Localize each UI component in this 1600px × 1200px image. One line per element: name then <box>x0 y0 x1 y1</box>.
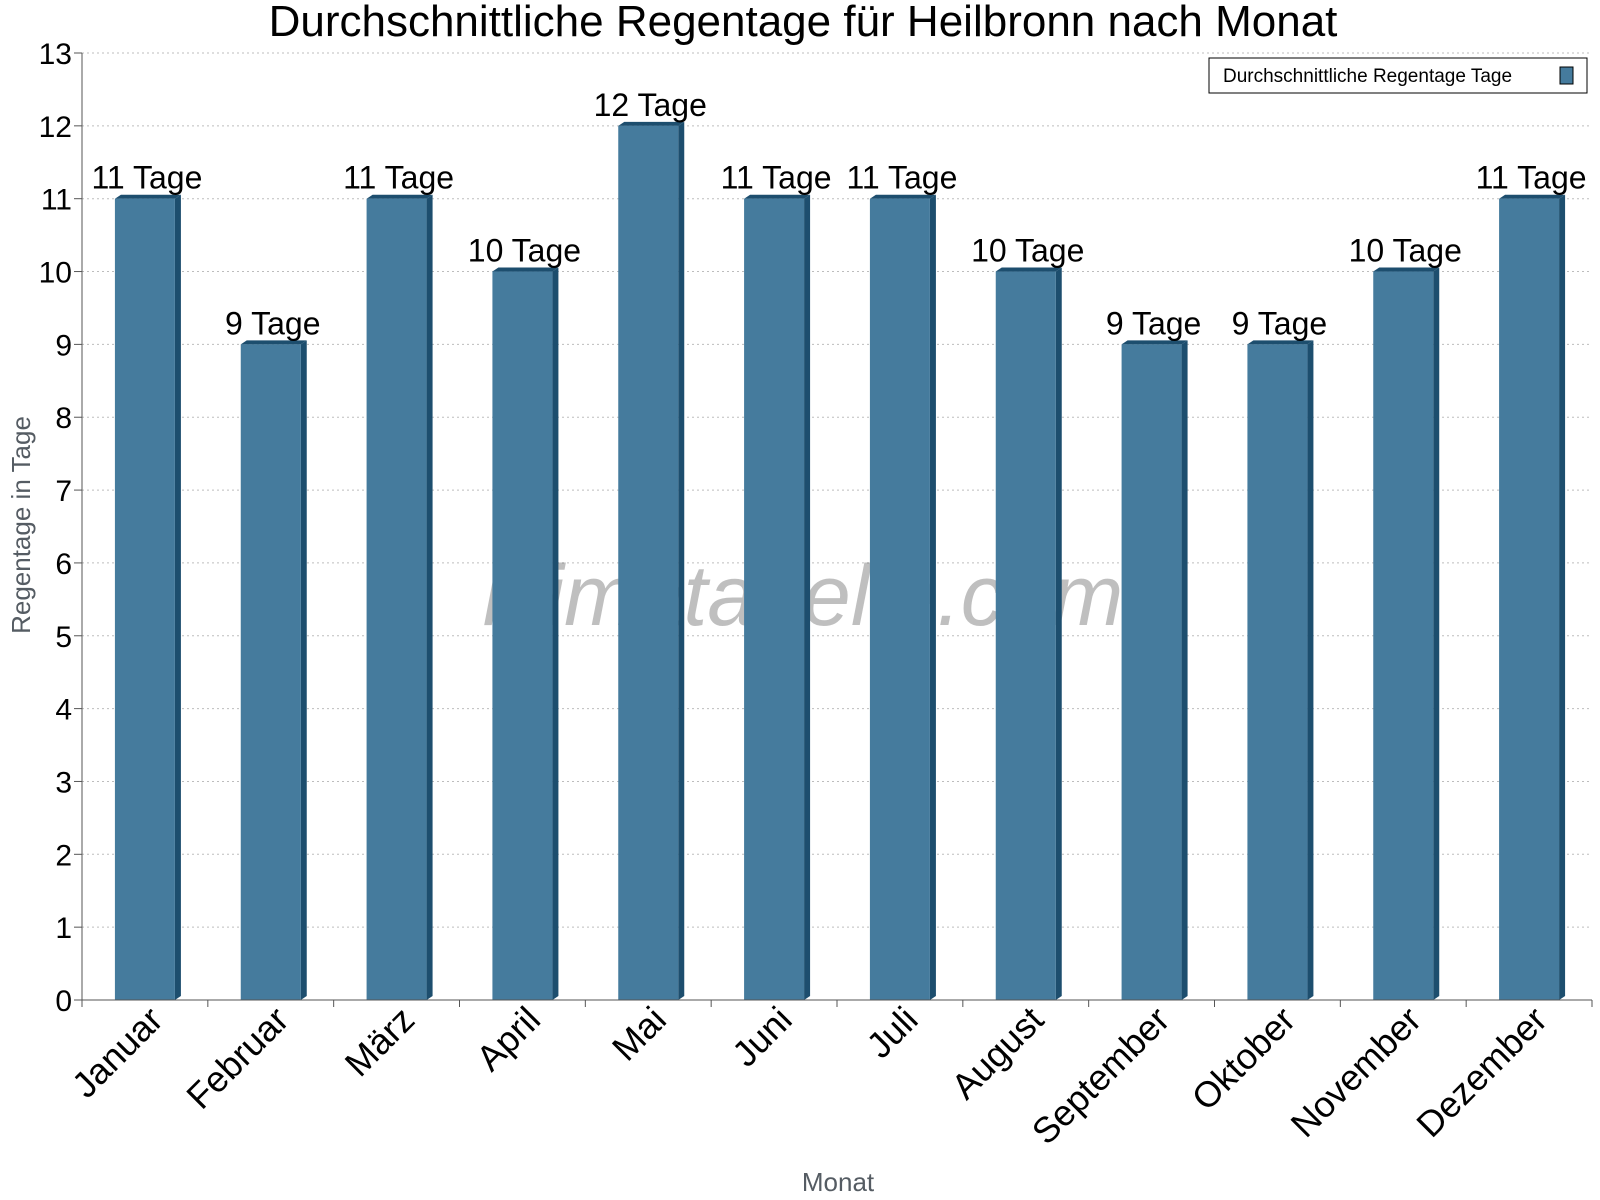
bar <box>114 198 175 1000</box>
grid-lines <box>82 52 1592 928</box>
data-label: 10 Tage <box>468 233 581 269</box>
bar-side <box>929 194 936 1000</box>
legend: Durchschnittliche Regentage Tage <box>1208 57 1588 94</box>
bar-side <box>678 121 685 1001</box>
data-label: 11 Tage <box>1476 160 1587 196</box>
bar-top <box>1247 340 1314 345</box>
x-tick-label: September <box>1024 999 1178 1153</box>
data-label: 9 Tage <box>1232 305 1328 341</box>
bar <box>1247 344 1308 1000</box>
data-label: 9 Tage <box>1106 305 1202 341</box>
y-tick-label: 9 <box>55 329 72 362</box>
bar-side <box>1559 194 1566 1000</box>
data-label: 11 Tage <box>721 160 832 196</box>
bar <box>744 198 805 1000</box>
bar <box>240 344 301 1000</box>
x-tick-label: Juni <box>724 999 800 1075</box>
x-tick-label: Oktober <box>1184 999 1304 1119</box>
y-tick-label: 8 <box>55 402 72 435</box>
legend-swatch <box>1559 66 1574 85</box>
data-label: 11 Tage <box>846 160 957 196</box>
bar-top <box>618 121 685 126</box>
x-tick-labels: Januar Februar März April Mai Juni Juli AugustS… <box>64 999 1555 1153</box>
bar-top <box>492 267 559 272</box>
data-label: 10 Tage <box>971 233 1084 269</box>
y-tick-label: 11 <box>41 184 72 217</box>
y-tick-label: 5 <box>55 621 72 654</box>
bar-top <box>1373 267 1440 272</box>
bar <box>366 198 427 1000</box>
bar-top <box>366 194 433 199</box>
legend-label: Durchschnittliche Regentage Tage <box>1223 66 1512 87</box>
bar-top <box>869 194 936 199</box>
chart-title: Durchschnittliche Regentage für Heilbron… <box>269 0 1338 46</box>
bar-top <box>995 267 1062 272</box>
data-label: 10 Tage <box>1349 233 1462 269</box>
bar-side <box>1181 340 1188 1000</box>
y-tick-label: 2 <box>55 839 72 872</box>
bar-top <box>114 194 181 199</box>
bar-side <box>1055 267 1062 1000</box>
bar-side <box>804 194 811 1000</box>
y-tick-label: 4 <box>55 694 72 727</box>
bar <box>618 125 679 1001</box>
data-label: 11 Tage <box>91 160 202 196</box>
bar <box>869 198 930 1000</box>
bar-side <box>300 340 307 1000</box>
axes <box>74 52 1593 1007</box>
x-tick-label: Februar <box>178 999 296 1117</box>
x-tick-label: Juli <box>858 999 925 1066</box>
y-tick-label: 13 <box>39 38 72 71</box>
x-tick-label: März <box>337 999 423 1085</box>
y-tick-label: 12 <box>39 111 72 144</box>
legend-box <box>1208 57 1588 94</box>
bar-top <box>1121 340 1188 345</box>
data-label: 9 Tage <box>225 305 321 341</box>
bar-side <box>552 267 559 1000</box>
bar-top <box>744 194 811 199</box>
bar <box>1121 344 1182 1000</box>
bar-side <box>1433 267 1440 1000</box>
bar <box>995 271 1056 1000</box>
bar <box>1499 198 1560 1000</box>
bar <box>492 271 553 1000</box>
data-label: 11 Tage <box>343 160 454 196</box>
y-tick-label: 10 <box>39 257 72 290</box>
x-tick-label: August <box>943 999 1051 1107</box>
bar-top <box>1499 194 1566 199</box>
x-axis-label: Monat <box>802 1167 875 1197</box>
x-tick-label: Januar <box>64 999 171 1106</box>
x-tick-label: April <box>468 999 548 1079</box>
x-tick-label: Dezember <box>1408 999 1554 1145</box>
y-tick-label: 0 <box>55 985 72 1018</box>
bar <box>1373 271 1434 1000</box>
y-tick-label: 3 <box>55 766 72 799</box>
bars <box>114 121 1566 1001</box>
y-axis-label: Regentage in Tage <box>6 416 36 634</box>
bar-side <box>174 194 181 1000</box>
bar-side <box>1307 340 1314 1000</box>
x-tick-label: Mai <box>604 999 674 1069</box>
data-labels: 11 Tage 9 Tage 11 Tage 10 Tage 12 Tage 11 Tag… <box>91 87 1586 342</box>
x-tick-label: November <box>1282 999 1428 1145</box>
y-tick-label: 1 <box>55 912 72 945</box>
y-tick-label: 6 <box>55 548 72 581</box>
data-label: 12 Tage <box>594 87 707 123</box>
bar-side <box>426 194 433 1000</box>
y-tick-label: 7 <box>55 475 72 508</box>
bar-top <box>240 340 307 345</box>
